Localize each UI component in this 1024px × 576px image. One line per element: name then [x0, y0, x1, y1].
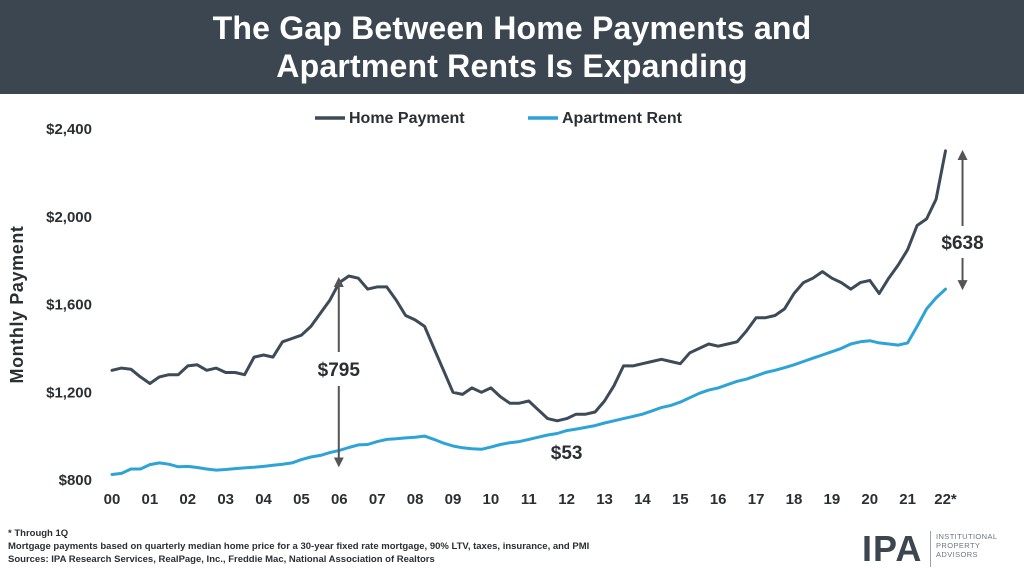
ipa-logo: IPA INSTITUTIONAL PROPERTY ADVISORS [862, 527, 1002, 571]
annotation-layer: $795 $53 $638 [318, 149, 984, 468]
chart-title-line-1: The Gap Between Home Payments and [212, 10, 812, 46]
line-chart: Home Payment Apartment Rent $800 $1,200 $1,… [7, 110, 984, 508]
logo-line-3: ADVISORS [936, 550, 978, 559]
y-axis: $800 $1,200 $1,600 $2,000 $2,400 Monthly Paym… [7, 121, 92, 489]
footnote-sources: Sources: IPA Research Services, RealPage… [8, 554, 435, 565]
x-tick-label: 15 [672, 491, 689, 508]
x-tick-label: 18 [786, 491, 803, 508]
x-tick-label: 06 [331, 491, 348, 508]
x-tick-label: 05 [293, 491, 310, 508]
x-axis: 00 01 02 03 04 05 06 07 08 09 10 11 12 13 14 15 16 17 18 19… [104, 491, 957, 508]
gap-label-2006: $795 [318, 360, 361, 381]
y-axis-label: Monthly Payment [7, 225, 27, 383]
legend-label: Home Payment [349, 110, 465, 127]
x-tick-label: 08 [407, 491, 424, 508]
chart-title-line-2: Apartment Rents Is Expanding [276, 48, 748, 84]
x-tick-label: 21 [899, 491, 916, 508]
x-tick-label: 13 [596, 491, 613, 508]
apartment-rent-line [110, 287, 947, 476]
x-tick-label: 10 [483, 491, 500, 508]
logo-divider [930, 531, 931, 567]
y-tick-label: $800 [59, 472, 92, 489]
footnote-through: * Through 1Q [8, 528, 69, 539]
x-tick-label: 16 [710, 491, 727, 508]
x-tick-label: 03 [217, 491, 234, 508]
x-tick-label: 19 [824, 491, 841, 508]
logo-line-2: PROPERTY [936, 541, 981, 550]
x-tick-label: 01 [142, 491, 159, 508]
y-tick-label: $2,000 [46, 209, 92, 226]
home-payment-line [110, 149, 947, 423]
y-tick-label: $1,200 [46, 384, 92, 401]
logo-text: INSTITUTIONAL PROPERTY ADVISORS [936, 532, 997, 559]
x-tick-label: 14 [634, 491, 651, 508]
x-tick-label: 02 [179, 491, 196, 508]
footnotes: * Through 1Q Mortgage payments based on … [8, 527, 808, 566]
x-tick-label: 00 [104, 491, 121, 508]
y-tick-label: $2,400 [46, 121, 92, 138]
title-bar: The Gap Between Home Payments and Apartm… [0, 0, 1024, 94]
legend-label: Apartment Rent [562, 110, 683, 127]
y-tick-label: $1,600 [46, 297, 92, 314]
x-tick-label: 22* [934, 491, 957, 508]
logo-line-1: INSTITUTIONAL [936, 532, 998, 541]
legend: Home Payment Apartment Rent [315, 110, 683, 127]
logo-mark: IPA [862, 528, 923, 569]
gap-label-2022: $638 [941, 233, 983, 254]
x-tick-label: 12 [558, 491, 575, 508]
footnote-method: Mortgage payments based on quarterly med… [8, 541, 590, 552]
gap-label-2012: $53 [551, 443, 583, 464]
x-tick-label: 04 [255, 491, 272, 508]
series-layer [110, 149, 947, 476]
x-tick-label: 09 [445, 491, 462, 508]
x-tick-label: 20 [861, 491, 878, 508]
x-tick-label: 11 [521, 491, 537, 508]
x-tick-label: 07 [369, 491, 386, 508]
x-tick-label: 17 [748, 491, 765, 508]
